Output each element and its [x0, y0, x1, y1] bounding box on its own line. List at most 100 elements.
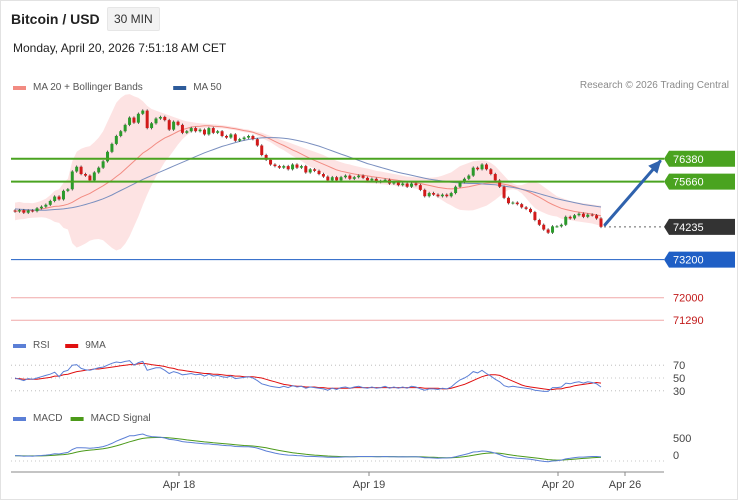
timeframe-badge[interactable]: 30 MIN: [107, 7, 160, 31]
candle-body: [66, 189, 70, 191]
legend-rsi-label-0: RSI: [33, 340, 50, 351]
candle-body: [269, 159, 273, 165]
candle-body: [220, 131, 224, 136]
candle: [564, 215, 568, 227]
candle: [511, 201, 515, 205]
candle: [352, 175, 356, 181]
candle-body: [317, 170, 321, 175]
candle-body: [26, 210, 30, 213]
candle-body: [39, 206, 43, 209]
candle: [163, 115, 167, 122]
candle-body: [335, 177, 339, 181]
candle-body: [141, 110, 145, 114]
candle: [361, 174, 365, 180]
candle-body: [440, 194, 444, 197]
x-tick-label-2: Apr 20: [542, 479, 574, 491]
candle: [123, 123, 127, 133]
candle-body: [467, 175, 471, 179]
candle: [559, 223, 563, 228]
candle: [542, 223, 546, 231]
candle: [150, 122, 154, 130]
candle: [92, 171, 96, 182]
candle: [590, 213, 594, 217]
candle-body: [313, 169, 317, 171]
candle: [79, 165, 83, 176]
candle: [304, 164, 308, 174]
candle-body: [308, 169, 312, 173]
candle-body: [13, 210, 17, 212]
candle: [238, 137, 242, 143]
bollinger-band: [15, 94, 601, 251]
candle: [220, 129, 224, 138]
forecast-arrow: [603, 159, 662, 227]
candle: [502, 185, 506, 200]
candle: [273, 163, 277, 168]
candle-body: [255, 139, 259, 146]
candle: [423, 188, 427, 198]
candle: [524, 206, 528, 211]
candle-body: [35, 208, 39, 212]
macd-tick-0: 0: [673, 450, 679, 462]
candle-body: [410, 183, 414, 187]
candle-body: [264, 155, 268, 160]
candle: [537, 218, 541, 227]
ma50-line: [14, 137, 602, 211]
candle-body: [405, 183, 409, 187]
x-tick-label-1: Apr 19: [353, 479, 385, 491]
candle-body: [70, 171, 74, 190]
candle-body: [383, 179, 387, 182]
candle-body: [88, 175, 92, 181]
price-badge-73200: [664, 251, 735, 268]
candle: [348, 174, 352, 181]
candle: [286, 164, 290, 171]
candle-body: [17, 210, 21, 212]
candle-body: [586, 214, 590, 217]
candle-body: [396, 181, 400, 186]
candle: [128, 116, 132, 127]
candle: [321, 172, 325, 178]
candle-body: [211, 128, 215, 133]
candle-body: [520, 204, 524, 208]
candle-body: [551, 226, 555, 233]
candle: [180, 123, 184, 135]
candle: [110, 142, 114, 154]
candle-body: [163, 116, 167, 121]
candle: [295, 163, 299, 169]
candle: [277, 164, 281, 169]
candle: [476, 166, 480, 171]
candle-body: [61, 190, 65, 200]
candle-body: [454, 186, 458, 194]
candle: [141, 109, 145, 116]
candle-body: [304, 166, 308, 173]
x-tick-label-0: Apr 18: [163, 479, 195, 491]
candle-body: [436, 194, 440, 197]
candle-body: [339, 177, 343, 181]
candle-body: [260, 145, 264, 156]
price-badge-76380: [664, 150, 735, 167]
candle-body: [432, 193, 436, 195]
candle: [207, 126, 211, 136]
candle-body: [502, 186, 506, 198]
candle-body: [224, 135, 228, 138]
candle-body: [471, 167, 475, 176]
candle-body: [207, 128, 211, 135]
candle-body: [286, 166, 290, 170]
candle-body: [167, 120, 171, 130]
candle-body: [185, 131, 189, 133]
candle-body: [83, 174, 87, 176]
candle-body: [216, 131, 220, 133]
candle: [44, 203, 48, 208]
candle-body: [458, 181, 462, 187]
candle: [101, 160, 105, 169]
rsi-tick-50: 50: [673, 373, 685, 385]
candle: [247, 134, 251, 139]
legend-rsi-label-1: 9MA: [85, 340, 106, 351]
rsi-line: [14, 360, 602, 392]
candle-body: [176, 121, 180, 125]
candle: [445, 193, 449, 198]
candle-body: [595, 215, 599, 219]
candle: [88, 174, 92, 182]
candle: [493, 172, 497, 182]
candle-body: [555, 226, 559, 228]
candle-body: [374, 178, 378, 182]
